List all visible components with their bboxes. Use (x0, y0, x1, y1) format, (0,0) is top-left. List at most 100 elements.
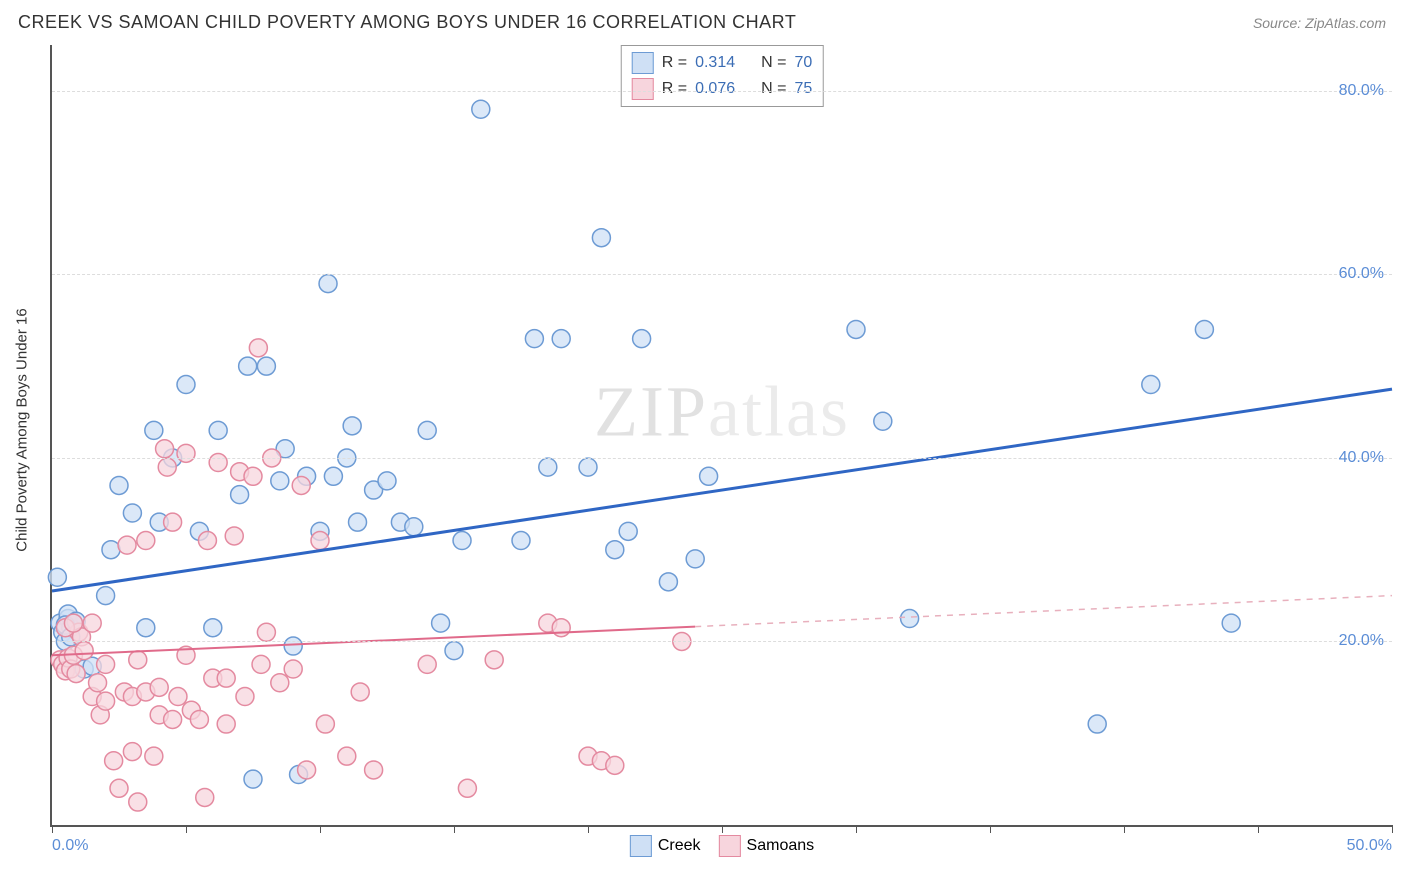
y-axis-label: Child Poverty Among Boys Under 16 (14, 308, 31, 551)
legend-n-label: N = (761, 80, 786, 98)
legend-item: Creek (630, 835, 701, 857)
data-point (298, 761, 316, 779)
data-point (365, 761, 383, 779)
legend-series: Creek Samoans (630, 835, 814, 857)
data-point (606, 541, 624, 559)
legend-swatch (632, 52, 654, 74)
legend-row: R =0.076N =75 (632, 76, 813, 102)
data-point (158, 458, 176, 476)
x-tick (722, 825, 723, 833)
data-point (257, 357, 275, 375)
data-point (225, 527, 243, 545)
data-point (606, 756, 624, 774)
data-point (164, 710, 182, 728)
data-point (231, 486, 249, 504)
legend-r-value: 0.314 (695, 54, 735, 72)
data-point (319, 275, 337, 293)
data-point (271, 674, 289, 692)
data-point (110, 779, 128, 797)
data-point (485, 651, 503, 669)
gridline-h (52, 641, 1392, 642)
y-tick-label: 20.0% (1339, 632, 1384, 650)
x-tick (52, 825, 53, 833)
data-point (592, 229, 610, 247)
data-point (292, 476, 310, 494)
gridline-h (52, 91, 1392, 92)
x-tick (1258, 825, 1259, 833)
data-point (177, 376, 195, 394)
data-point (249, 339, 267, 357)
data-point (110, 476, 128, 494)
x-tick (454, 825, 455, 833)
data-point (244, 770, 262, 788)
data-point (418, 655, 436, 673)
data-point (209, 454, 227, 472)
data-point (686, 550, 704, 568)
legend-n-value: 70 (794, 54, 812, 72)
data-point (316, 715, 334, 733)
data-point (89, 674, 107, 692)
data-point (156, 440, 174, 458)
data-point (97, 692, 115, 710)
legend-swatch (632, 78, 654, 100)
data-point (284, 637, 302, 655)
x-tick (320, 825, 321, 833)
data-point (118, 536, 136, 554)
data-point (217, 715, 235, 733)
legend-item: Samoans (719, 835, 815, 857)
data-point (659, 573, 677, 591)
data-point (236, 688, 254, 706)
data-point (137, 532, 155, 550)
legend-r-label: R = (662, 54, 687, 72)
data-point (343, 417, 361, 435)
x-tick (856, 825, 857, 833)
x-tick (1392, 825, 1393, 833)
data-point (123, 743, 141, 761)
data-point (145, 421, 163, 439)
x-tick (990, 825, 991, 833)
data-point (129, 793, 147, 811)
data-point (145, 747, 163, 765)
data-point (137, 619, 155, 637)
data-point (97, 655, 115, 673)
data-point (405, 518, 423, 536)
legend-n-value: 75 (794, 80, 812, 98)
legend-r-label: R = (662, 80, 687, 98)
y-tick-label: 60.0% (1339, 265, 1384, 283)
gridline-h (52, 274, 1392, 275)
data-point (338, 747, 356, 765)
data-point (64, 614, 82, 632)
data-point (311, 532, 329, 550)
x-tick (186, 825, 187, 833)
data-point (164, 513, 182, 531)
trend-line-extrapolated (695, 596, 1392, 627)
data-point (190, 710, 208, 728)
data-point (847, 320, 865, 338)
y-tick-label: 80.0% (1339, 82, 1384, 100)
data-point (83, 614, 101, 632)
data-point (525, 330, 543, 348)
data-point (458, 779, 476, 797)
data-point (1142, 376, 1160, 394)
data-point (453, 532, 471, 550)
data-point (552, 619, 570, 637)
data-point (169, 688, 187, 706)
data-point (102, 541, 120, 559)
legend-swatch (630, 835, 652, 857)
x-tick-label: 0.0% (52, 837, 88, 855)
data-point (472, 100, 490, 118)
trend-line (52, 389, 1392, 591)
data-point (1195, 320, 1213, 338)
legend-label: Creek (658, 837, 701, 855)
data-point (123, 504, 141, 522)
data-point (129, 651, 147, 669)
data-point (196, 788, 214, 806)
data-point (539, 458, 557, 476)
data-point (257, 623, 275, 641)
data-point (874, 412, 892, 430)
legend-row: R =0.314N =70 (632, 50, 813, 76)
data-point (579, 458, 597, 476)
data-point (271, 472, 289, 490)
data-point (445, 642, 463, 660)
data-point (378, 472, 396, 490)
